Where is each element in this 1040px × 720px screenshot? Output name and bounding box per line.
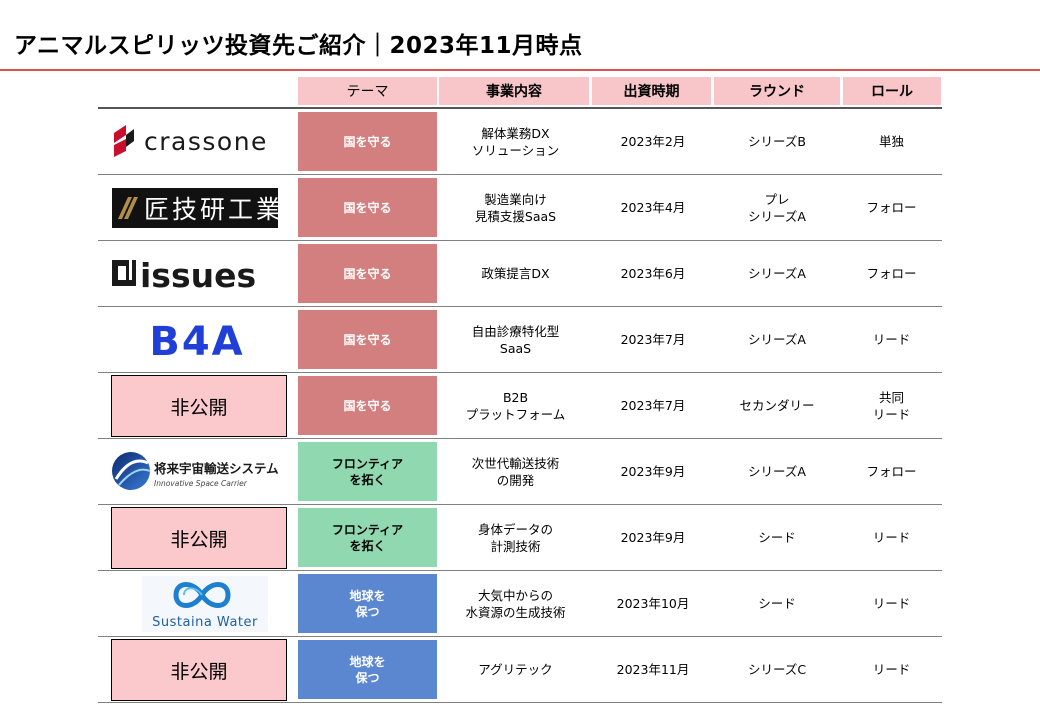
investor-role: フォロー (866, 464, 917, 479)
business-content: 製造業向け 見積支援SaaS (474, 191, 557, 224)
sustaina-water-logo-text: Sustaina Water (152, 615, 258, 630)
row-divider (98, 438, 942, 439)
investor-role: リード (872, 332, 911, 347)
theme-tag: 国を守る (298, 244, 437, 303)
header-theme: テーマ (298, 77, 437, 105)
space-carrier-logo: 将来宇宙輸送システム Innovative Space Carrier (110, 441, 285, 502)
issues-logo: issues (110, 243, 285, 304)
investor-role: フォロー (866, 266, 917, 281)
b4a-logo-text: B4A (149, 319, 244, 365)
investment-period: 2023年7月 (620, 332, 686, 347)
issues-logo-text: issues (140, 256, 256, 295)
row-divider (98, 174, 942, 175)
sustaina-water-logo: Sustaina Water (110, 573, 285, 634)
table-row: 非公開 国を守る B2B プラットフォーム 2023年7月 セカンダリー 共同 … (98, 373, 942, 439)
crassone-logo: crassone (110, 111, 285, 172)
header-role: ロール (843, 77, 941, 105)
space-carrier-logo-subtext: Innovative Space Carrier (154, 479, 248, 488)
theme-tag: 地球を 保つ (298, 574, 437, 633)
theme-tag: 国を守る (298, 376, 437, 435)
investment-period: 2023年2月 (620, 134, 686, 149)
title-underline (0, 69, 1040, 71)
row-divider (98, 570, 942, 571)
table-row: Sustaina Water 地球を 保つ 大気中からの 水資源の生成技術 20… (98, 571, 942, 637)
table-row: 非公開 地球を 保つ アグリテック 2023年11月 シリーズC リード (98, 637, 942, 703)
row-divider (98, 240, 942, 241)
business-content: 自由診療特化型 SaaS (471, 323, 560, 356)
header-separator (98, 107, 942, 109)
funding-round: セカンダリー (739, 398, 815, 413)
takumi-giken-logo-text: 匠技研工業 (144, 195, 284, 224)
table-row: issues 国を守る 政策提言DX 2023年6月 シリーズA フォロー (98, 241, 942, 307)
business-content: 政策提言DX (481, 266, 550, 281)
theme-tag: 地球を 保つ (298, 640, 437, 699)
business-content: アグリテック (478, 662, 553, 677)
investor-role: 単独 (878, 134, 904, 149)
investor-role: リード (872, 530, 911, 545)
business-content: 大気中からの 水資源の生成技術 (465, 587, 566, 620)
table-row: B4A 国を守る 自由診療特化型 SaaS 2023年7月 シリーズA リード (98, 307, 942, 373)
row-divider (98, 306, 942, 307)
undisclosed-company: 非公開 (111, 639, 287, 701)
space-carrier-logo-text: 将来宇宙輸送システム (154, 461, 279, 476)
undisclosed-company: 非公開 (111, 507, 287, 569)
row-divider (98, 372, 942, 373)
business-content: B2B プラットフォーム (465, 389, 566, 422)
header-content: 事業内容 (439, 77, 589, 105)
funding-round: シード (758, 530, 796, 545)
theme-tag: フロンティア を拓く (298, 508, 437, 567)
investment-period: 2023年10月 (616, 596, 690, 611)
funding-round: シリーズB (748, 134, 806, 149)
investment-period: 2023年7月 (620, 398, 686, 413)
investment-period: 2023年9月 (620, 530, 686, 545)
investment-period: 2023年11月 (616, 662, 690, 677)
takumi-giken-logo: 匠技研工業 (110, 177, 285, 238)
theme-tag: 国を守る (298, 112, 437, 171)
page-title: アニマルスピリッツ投資先ご紹介｜2023年11月時点 (14, 33, 583, 59)
investment-period: 2023年4月 (620, 200, 686, 215)
funding-round: シード (758, 596, 796, 611)
row-divider (98, 636, 942, 637)
crassone-logo-text: crassone (144, 127, 268, 156)
funding-round: シリーズA (748, 464, 806, 479)
investor-role: リード (872, 596, 911, 611)
table-row: 非公開 フロンティア を拓く 身体データの 計測技術 2023年9月 シード リ… (98, 505, 942, 571)
business-content: 解体業務DX ソリューション (471, 125, 560, 158)
row-divider (98, 504, 942, 505)
b4a-logo: B4A (110, 309, 285, 370)
theme-tag: フロンティア を拓く (298, 442, 437, 501)
business-content: 次世代輸送技術 の開発 (471, 455, 560, 488)
undisclosed-company: 非公開 (111, 375, 287, 437)
investor-role: 共同 リード (872, 389, 911, 422)
table-row: crassone 国を守る 解体業務DX ソリューション 2023年2月 シリー… (98, 109, 942, 175)
theme-tag: 国を守る (298, 178, 437, 237)
investor-role: リード (872, 662, 911, 677)
funding-round: シリーズC (747, 662, 807, 677)
funding-round: プレ シリーズA (748, 191, 806, 224)
row-divider (98, 702, 942, 703)
header-period: 出資時期 (592, 77, 711, 105)
table-row: 匠技研工業 国を守る 製造業向け 見積支援SaaS 2023年4月 プレ シリー… (98, 175, 942, 241)
funding-round: シリーズA (748, 266, 806, 281)
table-row: 将来宇宙輸送システム Innovative Space Carrier フロンテ… (98, 439, 942, 505)
theme-tag: 国を守る (298, 310, 437, 369)
funding-round: シリーズA (748, 332, 806, 347)
investment-period: 2023年6月 (620, 266, 686, 281)
investor-role: フォロー (866, 200, 917, 215)
investment-period: 2023年9月 (620, 464, 686, 479)
business-content: 身体データの 計測技術 (477, 521, 553, 554)
header-round: ラウンド (714, 77, 840, 105)
